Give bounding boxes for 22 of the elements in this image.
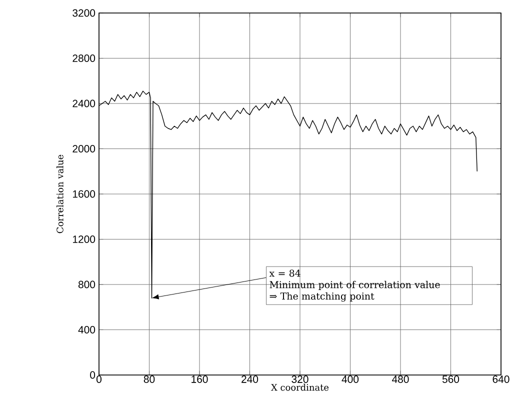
x-tick-label: 480 [392,376,409,383]
y-axis-title: Correlation value [56,154,64,234]
x-tick-label: 0 [96,376,102,383]
y-tick-label: 2800 [72,54,96,62]
x-tick-label: 80 [144,376,155,383]
y-tick-label: 2000 [72,145,96,152]
x-axis-title: X coordinate [271,384,329,391]
x-tick-label: 560 [442,376,460,383]
y-tick-label: 800 [78,280,96,288]
annotation: x = 84 [269,270,300,277]
x-tick-label: 160 [192,376,208,383]
y-tick-label: 3200 [72,9,96,17]
y-tick-label: 1600 [73,190,96,198]
annotation: Minimum point of correlation value [270,280,440,290]
x-tick-label: 320 [292,376,308,383]
y-tick-label: 400 [78,326,96,334]
y-tick-label: 2400 [72,100,96,108]
x-tick-label: 400 [342,376,359,383]
annotation: ⇒ The matching point [270,292,374,302]
x-tick-label: 240 [242,376,258,383]
y-tick-label: 1200 [73,236,96,243]
x-tick-label: 640 [492,376,510,383]
